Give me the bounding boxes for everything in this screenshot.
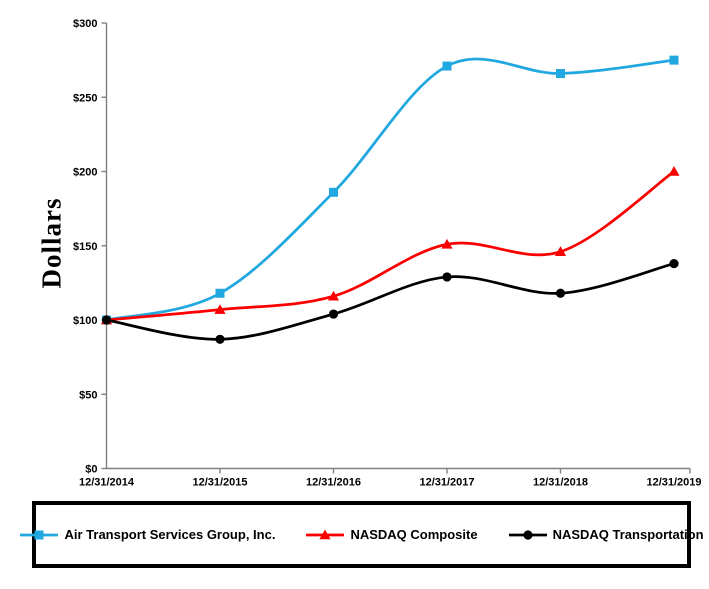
marker-square-icon xyxy=(556,68,565,78)
marker-square-icon xyxy=(34,530,44,539)
legend-triangle-marker-icon xyxy=(306,529,345,539)
marker-circle-icon xyxy=(669,258,679,269)
marker-square-icon xyxy=(215,288,225,298)
marker-circle-icon xyxy=(101,315,112,325)
y-axis-tick-label: $100 xyxy=(73,315,97,327)
marker-square-icon xyxy=(669,55,679,65)
x-axis-tick-label: 12/31/2019 xyxy=(646,477,701,489)
marker-circle-icon xyxy=(442,272,452,282)
marker-triangle-icon xyxy=(327,290,340,301)
axes xyxy=(105,23,690,470)
y-axis-tick-label: $250 xyxy=(73,92,97,104)
legend-item-nasdaq-transportation: NASDAQ Transportation xyxy=(508,527,704,542)
legend-label: Air Transport Services Group, Inc. xyxy=(64,527,276,542)
marker-square-icon xyxy=(442,61,452,71)
legend-label: NASDAQ Composite xyxy=(350,527,478,542)
y-axis-tick-label: $300 xyxy=(73,18,97,30)
marker-circle-icon xyxy=(555,288,566,298)
x-axis-tick-label: 12/31/2018 xyxy=(533,477,588,489)
marker-triangle-icon xyxy=(554,246,567,256)
series-line-nasdaq-transportation xyxy=(105,262,676,341)
legend: Air Transport Services Group, Inc. NASDAQ… xyxy=(20,501,704,568)
x-axis-tick-label: 12/31/2015 xyxy=(192,477,247,489)
x-axis-tick-label: 12/31/2016 xyxy=(306,477,361,489)
y-axis-title: Dollars xyxy=(36,197,67,289)
x-axis-tick-label: 12/31/2017 xyxy=(419,477,474,489)
legend-label: NASDAQ Transportation xyxy=(552,527,704,542)
marker-circle-icon xyxy=(215,334,225,344)
legend-circle-marker-icon xyxy=(508,529,547,540)
legend-square-marker-icon xyxy=(20,530,59,539)
legend-item-nasdaq-composite: NASDAQ Composite xyxy=(305,527,478,542)
x-axis-tick-label: 12/31/2014 xyxy=(79,477,135,489)
marker-triangle-icon xyxy=(441,238,453,249)
marker-circle-icon xyxy=(522,529,533,540)
marker-triangle-icon xyxy=(319,529,332,539)
marker-square-icon xyxy=(329,187,338,197)
marker-triangle-icon xyxy=(214,304,226,314)
series-line-nasdaq-composite xyxy=(105,170,676,322)
legend-item-air-transport-services-group-inc: Air Transport Services Group, Inc. xyxy=(19,527,275,542)
y-axis-tick-label: $0 xyxy=(85,464,97,476)
marker-triangle-icon xyxy=(668,166,680,176)
line-chart-canvas: $0 $50 $100 $150 $200 $250 $300 12/31/2014 12/31… xyxy=(73,18,702,489)
series-line-air-transport-services-group-inc xyxy=(105,57,676,322)
marker-circle-icon xyxy=(328,309,339,319)
y-axis-tick-label: $200 xyxy=(73,167,97,179)
y-axis-tick-label: $150 xyxy=(73,241,97,253)
y-axis-tick-label: $50 xyxy=(79,389,97,401)
